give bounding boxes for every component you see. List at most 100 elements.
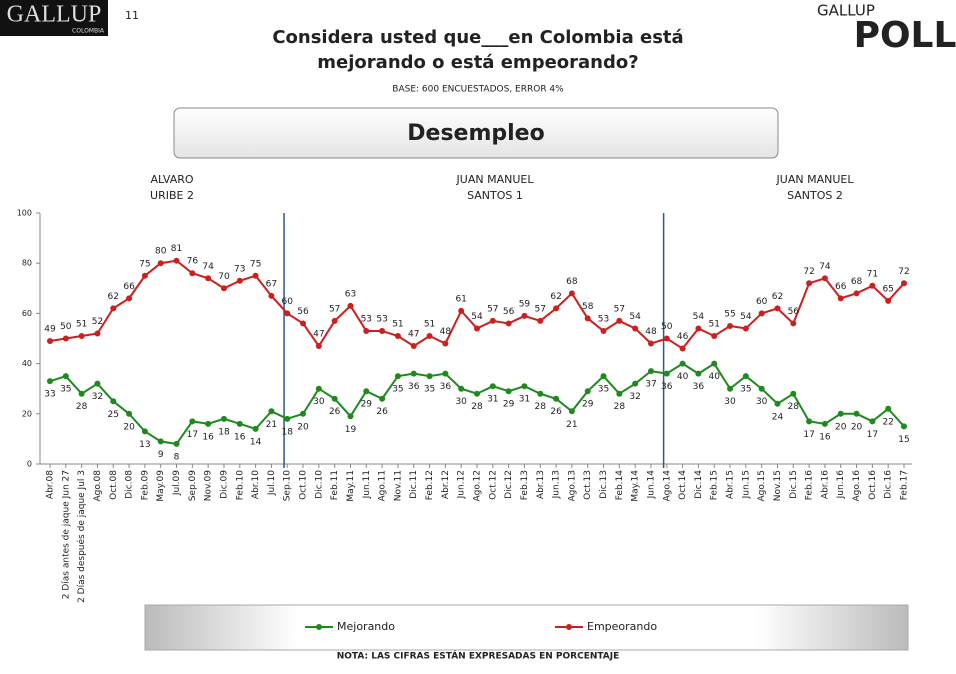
point (458, 385, 465, 392)
point (347, 302, 354, 309)
point (885, 405, 892, 412)
point (205, 275, 212, 282)
x-tick-label: Feb.16 (805, 470, 815, 501)
point (553, 305, 560, 312)
data-label: 49 (44, 325, 56, 335)
x-tick-label: Ago.11 (378, 470, 388, 502)
point (442, 340, 449, 347)
data-label: 54 (740, 312, 752, 322)
data-label: 57 (329, 304, 340, 314)
point (110, 398, 117, 405)
logo-box (0, 0, 108, 36)
legend-marker (316, 624, 322, 630)
period-label: SANTOS 1 (467, 189, 523, 202)
data-label: 52 (92, 317, 103, 327)
data-label: 25 (108, 410, 119, 420)
point (679, 360, 686, 367)
data-label: 28 (788, 402, 800, 412)
x-tick-label: Jun.16 (836, 470, 846, 500)
data-label: 16 (819, 432, 831, 442)
point (236, 420, 243, 427)
title-line: Considera usted que___en Colombia está (272, 27, 683, 48)
x-tick-label: 2 Días después de jaque Jul 3 (76, 470, 87, 603)
point (806, 418, 813, 425)
point (869, 418, 876, 425)
data-label: 20 (123, 422, 135, 432)
data-label: 30 (756, 397, 768, 407)
point (410, 370, 417, 377)
title-line: mejorando o está empeorando? (317, 52, 638, 73)
data-label: 40 (677, 372, 689, 382)
point (284, 415, 291, 422)
x-tick-label: Dic.14 (694, 470, 704, 499)
x-tick-label: Feb.09 (140, 470, 150, 501)
point (568, 408, 575, 415)
x-tick-label: Ago.16 (852, 470, 862, 502)
data-label: 36 (661, 382, 673, 392)
x-tick-label: Jul.10 (267, 470, 277, 496)
x-tick-label: Jun.11 (362, 470, 372, 499)
data-label: 30 (724, 397, 736, 407)
period-label: SANTOS 2 (787, 189, 843, 202)
data-label: 63 (345, 289, 356, 299)
point (521, 383, 528, 390)
data-label: 36 (408, 382, 420, 392)
x-tick-label: Nov.15 (773, 470, 783, 501)
data-label: 28 (614, 402, 626, 412)
data-label: 74 (202, 262, 214, 272)
point (679, 345, 686, 352)
point (220, 415, 227, 422)
point (110, 305, 117, 312)
point (141, 428, 148, 435)
data-label: 66 (123, 282, 135, 292)
data-label: 56 (297, 307, 309, 317)
data-label: 80 (155, 247, 167, 257)
x-tick-label: Dic.16 (884, 470, 894, 499)
data-label: 26 (376, 407, 388, 417)
data-label: 24 (772, 412, 784, 422)
data-label: 29 (361, 400, 373, 410)
panel-title: Desempleo (407, 121, 544, 146)
point (663, 370, 670, 377)
data-label: 13 (139, 440, 150, 450)
point (537, 390, 544, 397)
x-tick-label: Oct.14 (678, 470, 688, 500)
point (600, 373, 607, 380)
data-label: 20 (297, 422, 309, 432)
data-label: 56 (788, 307, 800, 317)
data-label: 75 (139, 259, 150, 269)
x-tick-label: Ago.15 (757, 470, 767, 502)
point (205, 420, 212, 427)
data-label: 22 (882, 417, 893, 427)
point (695, 370, 702, 377)
data-label: 35 (60, 385, 71, 395)
point (236, 277, 243, 284)
data-label: 50 (60, 322, 72, 332)
logo-left: GALLUP (7, 2, 102, 28)
data-label: 15 (898, 435, 909, 445)
period-label: ALVARO (150, 173, 193, 186)
subtitle: BASE: 600 ENCUESTADOS, ERROR 4% (392, 85, 564, 95)
y-tick-label: 40 (22, 359, 32, 368)
data-label: 35 (598, 385, 609, 395)
data-label: 37 (645, 380, 656, 390)
data-label: 31 (487, 395, 498, 405)
point (632, 325, 639, 332)
point (47, 338, 53, 345)
data-label: 29 (503, 400, 515, 410)
data-label: 67 (266, 279, 277, 289)
data-label: 71 (867, 269, 878, 279)
x-tick-label: Dic.08 (125, 470, 135, 499)
x-tick-label: Abr.10 (251, 470, 261, 499)
data-label: 48 (440, 327, 452, 337)
point (489, 317, 496, 324)
point (758, 385, 765, 392)
data-label: 18 (218, 427, 230, 437)
logo-right-bottom: POLL (854, 15, 956, 56)
data-label: 72 (898, 267, 909, 277)
data-label: 62 (550, 292, 561, 302)
data-label: 28 (76, 402, 88, 412)
point (300, 320, 307, 327)
data-label: 66 (835, 282, 847, 292)
